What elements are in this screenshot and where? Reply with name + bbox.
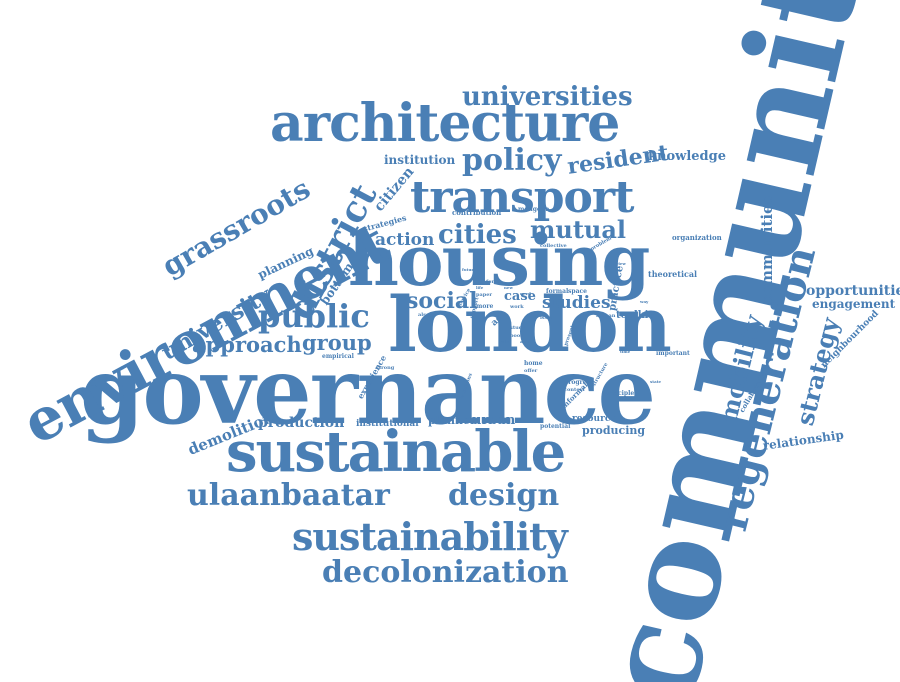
word-view: view xyxy=(616,261,626,266)
word-study: study xyxy=(510,325,526,331)
word-way: way xyxy=(640,299,649,304)
word-cities: cities xyxy=(438,220,517,250)
word-institution: institution xyxy=(384,153,456,167)
word-social: social xyxy=(406,288,478,314)
word-future: future xyxy=(462,267,477,272)
word-knowledge: knowledge xyxy=(648,149,726,164)
word-approach: approach xyxy=(192,332,302,357)
word-work: work xyxy=(510,304,524,310)
word-group: group xyxy=(302,330,372,355)
word-governance: governance xyxy=(80,337,656,445)
word-universities: universities xyxy=(462,82,633,112)
word-human: human xyxy=(596,313,616,319)
word-space: space xyxy=(568,288,587,295)
word-life: life xyxy=(476,285,484,290)
word-organization: organization xyxy=(672,233,722,242)
word-opportunities: opportunities xyxy=(806,283,900,299)
word-housing: housing xyxy=(348,219,650,302)
word-communities: communities xyxy=(758,195,776,305)
word-issue: issue xyxy=(540,315,555,321)
word-architecture: architecture xyxy=(270,93,620,154)
word-strong: strong xyxy=(376,365,395,371)
word-book: book xyxy=(510,333,524,339)
word-contribution: contribution xyxy=(452,208,502,217)
word-public: public xyxy=(258,297,370,335)
word-london: london xyxy=(388,280,672,369)
word-transport: transport xyxy=(410,172,634,223)
word-important: important xyxy=(656,350,690,357)
word-design: design xyxy=(448,478,560,513)
word-offer: offer xyxy=(524,368,538,374)
word-progress: progress xyxy=(564,379,594,386)
word-decolonization: decolonization xyxy=(322,555,569,590)
word-policy: policy xyxy=(462,143,562,178)
word-planner: planner xyxy=(428,414,476,427)
word-sustainability: sustainability xyxy=(292,514,568,559)
word-studies: studies xyxy=(542,293,611,313)
word-home: home xyxy=(524,360,543,367)
word-sustainable: sustainable xyxy=(226,419,566,485)
word-mongolia: mongolia xyxy=(518,206,550,213)
word-also: also xyxy=(418,312,430,318)
word-toolkit: toolkit xyxy=(616,310,654,321)
word-paper: paper xyxy=(476,292,493,298)
word-potential: potential xyxy=(540,423,571,430)
word-urban: urban xyxy=(472,413,516,428)
word-case: case xyxy=(504,289,536,304)
word-role: role xyxy=(500,339,509,344)
word-action: action xyxy=(375,230,435,250)
word-principle: principle xyxy=(604,390,635,397)
word-production: production xyxy=(258,415,345,431)
word-producing: producing xyxy=(582,424,646,437)
word-engagement: engagement xyxy=(812,297,896,311)
word-need: need xyxy=(520,291,531,296)
word-theoretical: theoretical xyxy=(648,269,698,279)
word-context: context xyxy=(564,387,585,393)
word-mutual: mutual xyxy=(530,215,627,244)
word-resource: resource xyxy=(572,414,617,424)
word-empirical: empirical xyxy=(322,353,354,360)
word-area: area xyxy=(520,339,530,344)
word-more: more xyxy=(476,303,494,310)
word-form: form xyxy=(486,279,500,285)
word-institutional: institutional xyxy=(356,419,419,429)
word-ulaanbaatar: ulaanbaatar xyxy=(187,478,390,513)
word-formal: formal xyxy=(546,288,569,295)
word-time: time xyxy=(620,349,631,354)
word-collective: collective xyxy=(540,243,567,249)
word-state: state xyxy=(650,379,662,384)
word-new: new xyxy=(504,285,513,290)
